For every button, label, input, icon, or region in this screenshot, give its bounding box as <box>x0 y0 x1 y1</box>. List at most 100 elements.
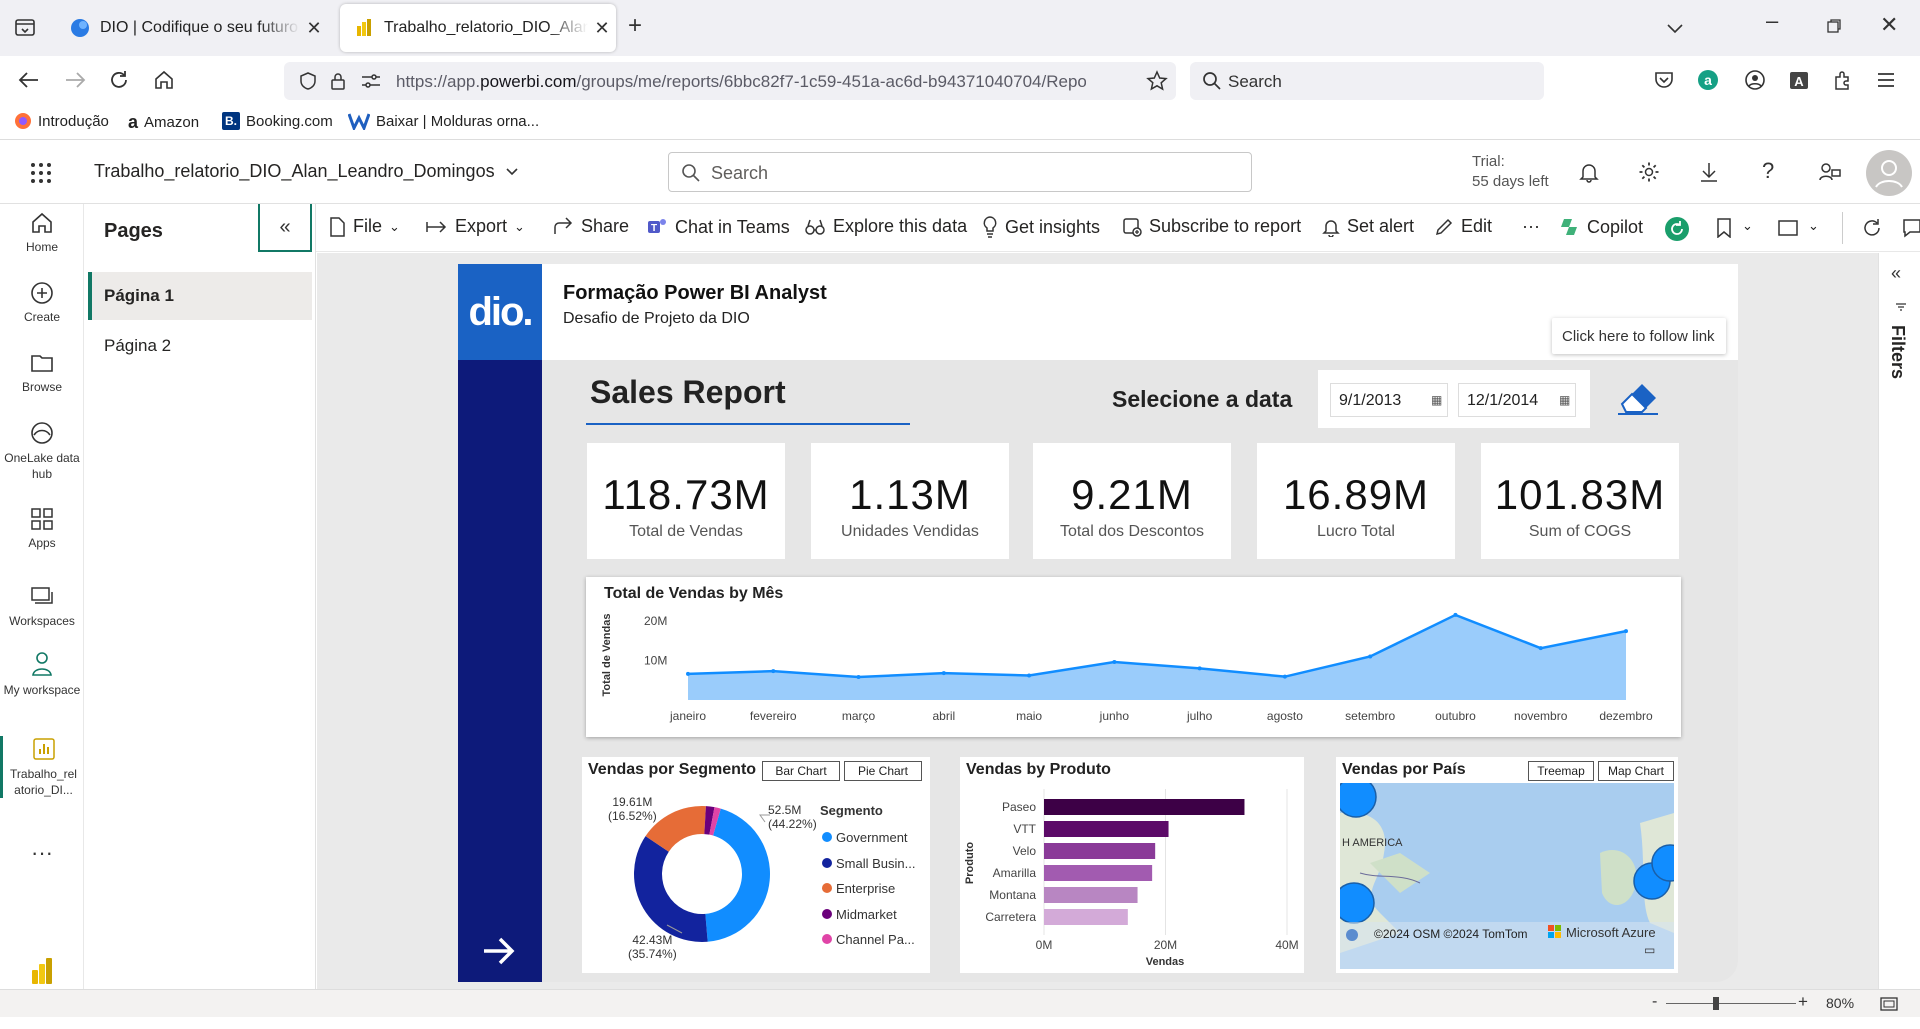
chat-in-teams-button[interactable]: T Chat in Teams <box>646 216 790 238</box>
data-point[interactable] <box>1027 673 1032 678</box>
close-window-icon[interactable]: ✕ <box>1880 12 1899 37</box>
donut-slice[interactable] <box>709 807 721 836</box>
explore-data-button[interactable]: Explore this data <box>804 216 967 237</box>
data-point[interactable] <box>1282 674 1287 679</box>
report-name-dropdown[interactable]: Trabalho_relatorio_DIO_Alan_Leandro_Domi… <box>94 161 519 182</box>
gear-icon[interactable] <box>1638 161 1660 183</box>
legend-item[interactable]: Small Busin... <box>822 851 915 877</box>
bar[interactable] <box>1044 799 1245 815</box>
treemap-toggle[interactable]: Treemap <box>1528 761 1594 781</box>
tab-overflow-chevron-icon[interactable] <box>1664 18 1686 38</box>
rail-workspaces[interactable]: Workspaces <box>0 584 84 628</box>
star-icon[interactable] <box>1146 70 1168 92</box>
map-chart-toggle[interactable]: Map Chart <box>1598 761 1674 781</box>
subscribe-button[interactable]: Subscribe to report <box>1122 216 1301 237</box>
data-point[interactable] <box>1624 629 1628 634</box>
bookmark-booking[interactable]: B. Booking.com <box>222 112 333 130</box>
bar[interactable] <box>1044 909 1128 925</box>
minimize-icon[interactable]: – <box>1766 8 1779 33</box>
rail-current-report[interactable]: Trabalho_rel atorio_DI... <box>0 736 84 798</box>
bar[interactable] <box>1044 887 1138 903</box>
copilot-button[interactable]: Copilot <box>1558 216 1643 238</box>
eraser-icon[interactable] <box>1616 376 1662 416</box>
data-point[interactable] <box>941 671 946 676</box>
translate-extension-icon[interactable]: A <box>1788 69 1810 91</box>
zoom-slider-track[interactable] <box>1666 1003 1796 1004</box>
avatar[interactable] <box>1866 150 1912 196</box>
bookmark-amazon[interactable]: a Amazon <box>128 112 199 133</box>
pocket-icon[interactable] <box>1654 70 1674 90</box>
product-chart[interactable]: Vendas by Produto 0M 20M 40M Paseo VTT Velo Am… <box>960 757 1304 973</box>
expand-filters-icon[interactable]: « <box>1891 263 1902 283</box>
chevron-down-icon[interactable]: ⌄ <box>1808 218 1819 233</box>
bar[interactable] <box>1044 821 1169 837</box>
download-icon[interactable] <box>1698 161 1720 183</box>
export-menu[interactable]: Export ⌄ <box>426 216 525 237</box>
data-point[interactable] <box>686 671 690 676</box>
series-line[interactable] <box>687 613 1627 679</box>
restore-icon[interactable] <box>1826 18 1842 34</box>
url-text[interactable]: https://app.powerbi.com/groups/me/report… <box>396 72 1086 92</box>
map-bubble[interactable] <box>1340 783 1377 818</box>
account-icon[interactable] <box>1744 69 1766 91</box>
browser-search-box[interactable]: Search <box>1190 62 1544 100</box>
get-insights-button[interactable]: Get insights <box>982 216 1100 238</box>
collapse-pages-icon[interactable]: « <box>258 204 312 252</box>
set-alert-button[interactable]: Set alert <box>1322 216 1414 237</box>
monthly-sales-chart[interactable]: Total de Vendas by Mês Total de Vendas 20… <box>586 577 1681 737</box>
more-options-button[interactable]: ··· <box>1522 216 1540 236</box>
rail-create[interactable]: Create <box>0 280 84 324</box>
tab-list-icon[interactable] <box>14 16 36 38</box>
zoom-out-icon[interactable]: - <box>1652 993 1658 1010</box>
rail-browse[interactable]: Browse <box>0 350 84 394</box>
filters-pane[interactable]: « Filters <box>1878 253 1920 989</box>
file-menu[interactable]: File ⌄ <box>328 216 400 237</box>
rail-apps[interactable]: Apps <box>0 506 84 550</box>
tab-dio[interactable]: DIO | Codifique o seu futuro global agor… <box>56 4 328 52</box>
bookmark-introducao[interactable]: Introdução <box>14 112 109 130</box>
new-tab-icon[interactable]: + <box>628 12 643 39</box>
donut-slice[interactable] <box>704 806 715 835</box>
address-bar[interactable]: https://app.powerbi.com/groups/me/report… <box>284 62 1176 100</box>
kpi-card-descontos[interactable]: 9.21M Total dos Descontos <box>1033 443 1231 559</box>
arrow-right-icon[interactable] <box>482 936 516 966</box>
zoom-slider-thumb[interactable] <box>1713 997 1719 1010</box>
data-point[interactable] <box>1368 654 1373 659</box>
bar[interactable] <box>1044 865 1153 881</box>
calendar-icon[interactable]: ▦ <box>1559 393 1571 407</box>
data-point[interactable] <box>771 669 776 674</box>
rail-home[interactable]: Home <box>0 210 84 254</box>
chevron-down-icon[interactable]: ⌄ <box>1742 218 1753 233</box>
shield-icon[interactable] <box>298 71 318 91</box>
rail-more-icon[interactable]: ··· <box>31 840 53 865</box>
lock-icon[interactable] <box>328 70 348 92</box>
bookmark-molduras[interactable]: Baixar | Molduras orna... <box>348 112 539 130</box>
app-launcher-icon[interactable] <box>30 162 52 184</box>
share-feedback-icon[interactable] <box>1818 160 1842 184</box>
kpi-card-lucro[interactable]: 16.89M Lucro Total <box>1257 443 1455 559</box>
kpi-card-unidades[interactable]: 1.13M Unidades Vendidas <box>811 443 1009 559</box>
zoom-in-icon[interactable]: + <box>1798 992 1808 1011</box>
share-button[interactable]: Share <box>552 216 629 237</box>
legend-item[interactable]: Channel Pa... <box>822 927 915 953</box>
tab-powerbi-report[interactable]: Trabalho_relatorio_DIO_Alan_Leandro_Domi… <box>340 4 616 52</box>
donut-slice[interactable] <box>705 808 770 942</box>
page-item-1[interactable]: Página 1 <box>88 272 312 320</box>
legend-item[interactable]: Government <box>822 825 915 851</box>
segment-chart[interactable]: Vendas por Segmento Bar Chart Pie Chart … <box>582 757 930 973</box>
reset-icon[interactable] <box>1664 216 1690 242</box>
donut-slice[interactable] <box>634 836 708 942</box>
pie-chart-toggle[interactable]: Pie Chart <box>844 761 922 781</box>
forward-icon[interactable] <box>64 70 86 90</box>
close-tab-icon[interactable]: ✕ <box>594 17 610 38</box>
legend-item[interactable]: Enterprise <box>822 876 915 902</box>
kpi-card-cogs[interactable]: 101.83M Sum of COGS <box>1481 443 1679 559</box>
kpi-card-total-vendas[interactable]: 118.73M Total de Vendas <box>587 443 785 559</box>
extensions-icon[interactable] <box>1832 69 1854 91</box>
close-tab-icon[interactable]: ✕ <box>306 17 322 38</box>
trial-info[interactable]: Trial: 55 days left <box>1472 152 1549 192</box>
view-icon[interactable] <box>1778 220 1798 236</box>
map-bubble[interactable] <box>1340 882 1375 924</box>
page-settings-icon[interactable] <box>360 72 382 90</box>
back-icon[interactable] <box>18 70 40 90</box>
